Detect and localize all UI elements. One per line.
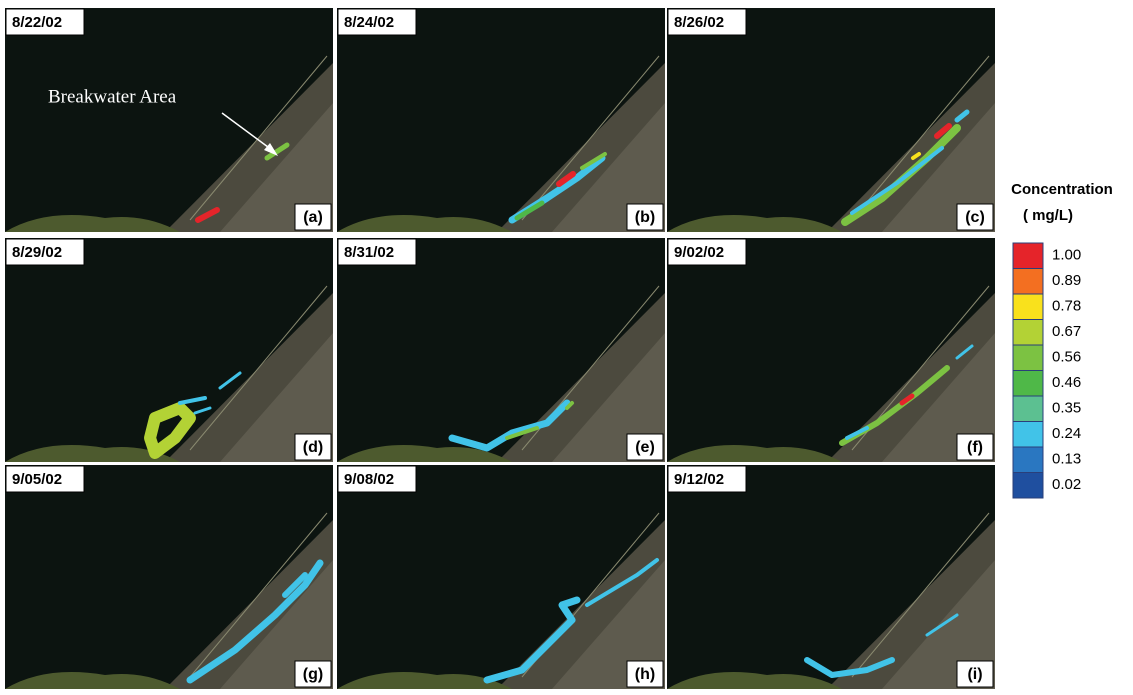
panel-date: 9/02/02 (674, 244, 724, 261)
panel-label: (e) (635, 439, 655, 456)
legend-label: 0.24 (1052, 425, 1081, 442)
legend-title: Concentration (1011, 181, 1113, 198)
panel-label: (h) (635, 666, 655, 683)
page: 8/22/02 (a) 8/24/02 (b) 8/26/02 (c) 8/29/02 (d)… (0, 0, 1133, 695)
legend: 1.00 0.89 0.78 0.67 0.56 0.46 0.35 0.24 0.13 0.02 (1013, 243, 1081, 498)
panel: 9/12/02 (i) (667, 465, 995, 689)
panel-date: 8/22/02 (12, 14, 62, 31)
panel-date: 8/26/02 (674, 14, 724, 31)
legend-label: 0.67 (1052, 323, 1081, 340)
legend-swatch (1013, 396, 1043, 422)
legend-label: 0.13 (1052, 451, 1081, 468)
panel-label: (f) (967, 439, 983, 456)
legend-label: 0.56 (1052, 349, 1081, 366)
legend-label: 1.00 (1052, 247, 1081, 264)
panel: 9/05/02 (g) (5, 465, 333, 689)
legend-swatch (1013, 371, 1043, 397)
legend-swatch (1013, 422, 1043, 448)
panel-date: 9/12/02 (674, 471, 724, 488)
panel: 8/22/02 (a) (5, 8, 333, 232)
annotation: Breakwater Area (48, 86, 177, 107)
legend-swatch (1013, 447, 1043, 473)
legend-label: 0.35 (1052, 400, 1081, 417)
panel-label: (a) (303, 209, 323, 226)
panel: 9/02/02 (f) (667, 238, 995, 462)
legend-swatch (1013, 243, 1043, 269)
panel-label: (d) (303, 439, 323, 456)
panel: 8/26/02 (c) (667, 8, 995, 232)
panel-label: (i) (967, 666, 982, 683)
legend-swatch (1013, 320, 1043, 346)
legend-label: 0.78 (1052, 298, 1081, 315)
legend-swatch (1013, 269, 1043, 295)
panel-date: 8/29/02 (12, 244, 62, 261)
panel: 9/08/02 (h) (337, 465, 665, 689)
panel-date: 8/31/02 (344, 244, 394, 261)
panel: 8/24/02 (b) (337, 8, 665, 232)
legend-swatch (1013, 345, 1043, 371)
legend-swatch (1013, 473, 1043, 499)
legend-swatch (1013, 294, 1043, 320)
legend-label: 0.02 (1052, 476, 1081, 493)
legend-label: 0.89 (1052, 272, 1081, 289)
figure: 8/22/02 (a) 8/24/02 (b) 8/26/02 (c) 8/29/02 (d)… (0, 0, 1133, 690)
legend-label: 0.46 (1052, 374, 1081, 391)
panel-label: (g) (303, 666, 323, 683)
panel-grid: 8/22/02 (a) 8/24/02 (b) 8/26/02 (c) 8/29/02 (d)… (5, 8, 995, 689)
panel-date: 9/05/02 (12, 471, 62, 488)
panel: 8/29/02 (d) (5, 238, 333, 462)
panel: 8/31/02 (e) (337, 238, 665, 462)
panel-label: (b) (635, 209, 655, 226)
panel-date: 9/08/02 (344, 471, 394, 488)
legend-unit: ( mg/L) (1023, 207, 1073, 224)
panel-date: 8/24/02 (344, 14, 394, 31)
panel-label: (c) (965, 209, 985, 226)
